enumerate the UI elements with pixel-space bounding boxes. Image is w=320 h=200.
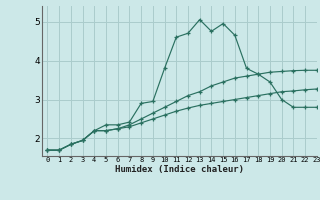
X-axis label: Humidex (Indice chaleur): Humidex (Indice chaleur) [115, 165, 244, 174]
